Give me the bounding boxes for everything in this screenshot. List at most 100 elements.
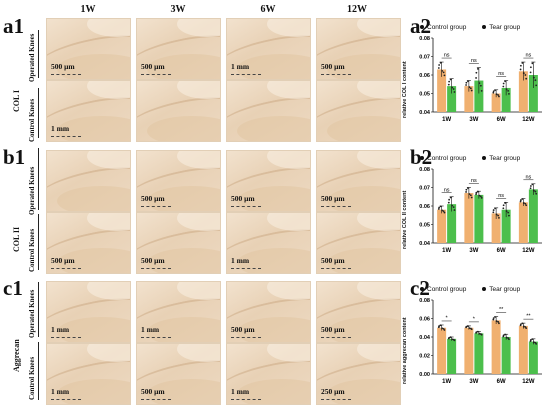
data-point [438, 206, 441, 209]
y-tick-label: 0.00 [419, 372, 430, 378]
data-point [502, 85, 505, 88]
bar [491, 320, 501, 374]
bar [501, 337, 511, 374]
row-divider [38, 214, 39, 270]
significance-label: ** [499, 307, 504, 313]
data-point [492, 211, 495, 214]
data-point [524, 74, 527, 76]
scale-bar-label: 500 μm [231, 194, 255, 203]
bar [528, 189, 538, 243]
row-divider [38, 342, 39, 400]
data-point [453, 209, 456, 211]
data-point [519, 200, 522, 203]
data-point [505, 88, 508, 91]
significance-label: ns [444, 187, 450, 193]
data-point [502, 335, 505, 338]
micrograph-tile: 1 mm [46, 343, 131, 405]
x-tick-label: 12W [522, 379, 535, 385]
scale-bar [141, 266, 171, 269]
significance-label: ns [525, 53, 531, 59]
scale-bar [321, 204, 351, 207]
data-point [494, 207, 497, 210]
panel-label-a1: a1 [3, 14, 24, 38]
y-tick-label: 0.04 [419, 241, 431, 247]
data-point [442, 71, 445, 74]
row-divider [38, 282, 39, 337]
data-point [439, 61, 442, 64]
data-point [449, 78, 452, 81]
micrograph-tile [46, 150, 131, 212]
legend-tear: Tear group [489, 155, 521, 162]
data-point [497, 320, 500, 323]
x-tick-label: 6W [497, 248, 506, 254]
scale-bar-label: 1 mm [141, 325, 160, 334]
data-point [534, 79, 537, 82]
data-point [475, 191, 478, 194]
significance-label: ns [498, 71, 504, 77]
data-point [508, 214, 510, 217]
data-point [498, 216, 500, 219]
scale-bar-label: 500 μm [231, 325, 255, 334]
data-point [466, 187, 469, 189]
data-point [479, 195, 482, 198]
stain-label-col-i: COL I [12, 89, 21, 112]
x-tick-label: 6W [497, 379, 506, 385]
column-header-12w: 12W [347, 4, 367, 15]
micrograph-tile: 1 mm [46, 281, 131, 343]
micrograph-tile: 1 mm [226, 212, 311, 274]
scale-bar-label: 500 μm [141, 194, 165, 203]
data-point [468, 86, 471, 89]
data-point [452, 206, 455, 209]
data-point [531, 62, 534, 65]
scale-bar [231, 397, 261, 400]
data-point [443, 211, 446, 214]
micrograph-tile: 500 μm [316, 150, 401, 212]
data-point [519, 68, 522, 71]
y-tick-label: 0.06 [419, 73, 430, 79]
data-point [451, 86, 454, 89]
data-point [535, 342, 538, 345]
bar [447, 204, 457, 243]
micrograph-tile: 500 μm [136, 150, 221, 212]
scale-bar-label: 500 μm [141, 62, 165, 71]
data-point [495, 320, 498, 322]
data-point [447, 83, 450, 86]
legend-control: Control group [427, 155, 467, 162]
data-point [480, 196, 483, 199]
data-point [519, 64, 522, 67]
data-point [465, 81, 468, 84]
bar [474, 194, 484, 243]
legend-tear: Tear group [489, 24, 521, 31]
data-point [465, 326, 467, 329]
data-point [532, 76, 535, 79]
row-divider [38, 148, 39, 210]
data-point [475, 193, 477, 196]
data-point [441, 327, 444, 330]
micrograph-tile: 500 μm [316, 18, 401, 80]
data-point [497, 94, 500, 96]
y-tick-label: 0.02 [419, 354, 430, 360]
data-point [442, 210, 445, 213]
stain-label-aggrecan: Aggrecan [12, 339, 21, 372]
data-point [475, 332, 477, 334]
data-point [529, 187, 532, 190]
micrograph-tile [136, 80, 221, 142]
data-point [521, 322, 524, 325]
data-point [449, 336, 452, 339]
scale-bar [321, 72, 351, 75]
data-point [492, 318, 495, 321]
scale-bar [141, 204, 171, 207]
bar [518, 71, 528, 112]
panel-label-c1: c1 [3, 276, 23, 300]
data-point [531, 183, 534, 186]
scale-bar-label: 500 μm [321, 325, 345, 334]
data-point [529, 71, 532, 74]
data-point [443, 329, 446, 331]
data-point [519, 199, 522, 201]
bar [437, 327, 447, 374]
micrograph-tile: 1 mm [46, 80, 131, 142]
panel-label-c2: c2 [410, 276, 430, 301]
data-point [448, 80, 451, 83]
data-point [475, 71, 478, 74]
micrograph-tile: 500 μm [136, 212, 221, 274]
